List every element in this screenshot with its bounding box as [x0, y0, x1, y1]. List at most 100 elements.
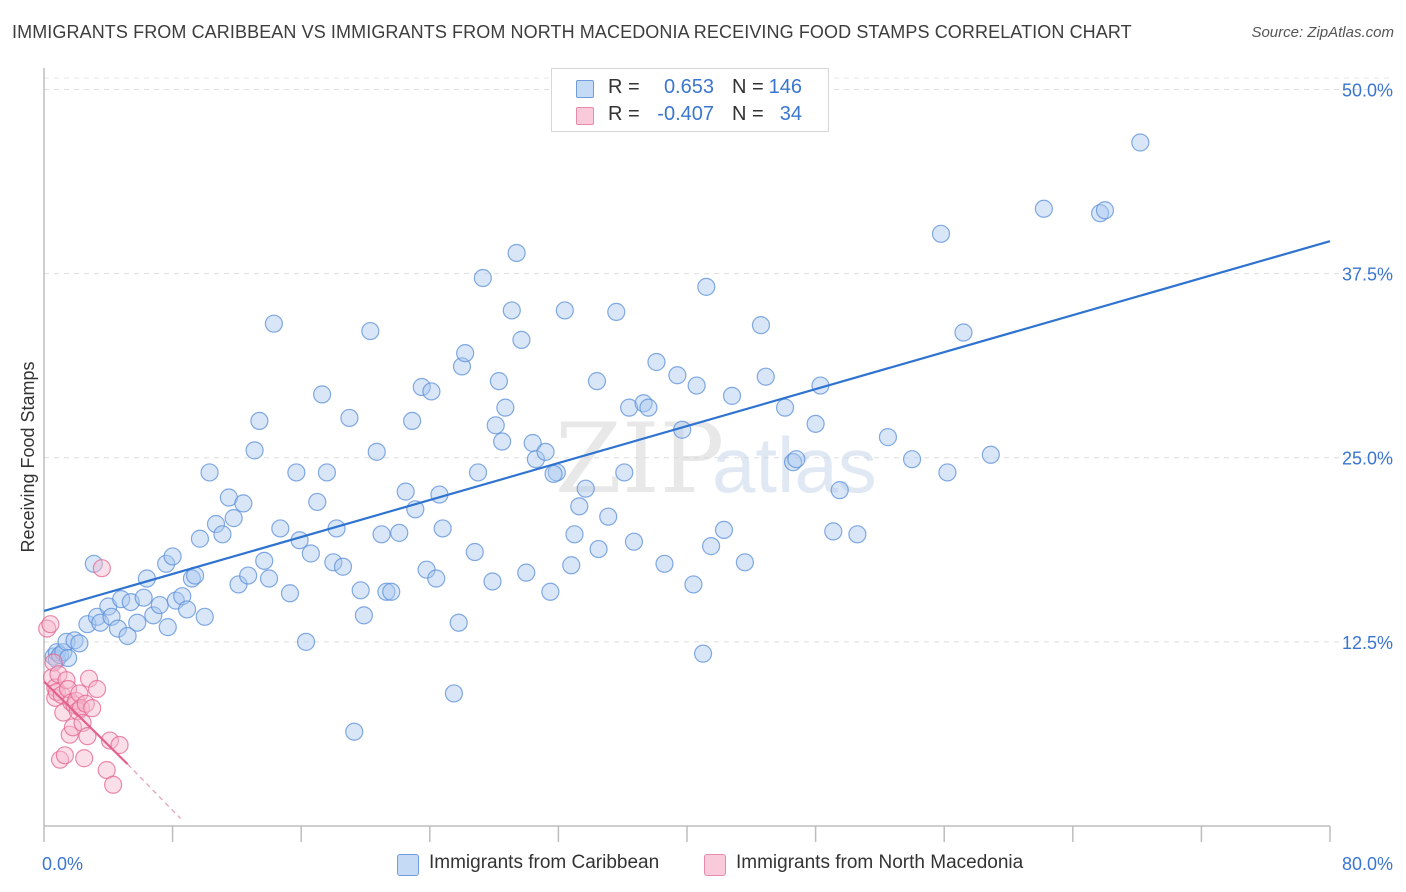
caribbean-point: [517, 563, 536, 582]
legend-row-north-macedonia: R = -0.407 N = 34: [552, 100, 828, 128]
caribbean-point: [134, 588, 153, 607]
caribbean-point: [607, 302, 626, 321]
r-label: R =: [608, 103, 640, 125]
caribbean-point: [308, 492, 327, 512]
caribbean-point: [296, 632, 316, 651]
gridlines: [44, 77, 1392, 643]
caribbean-point: [938, 463, 957, 482]
caribbean-point: [714, 520, 734, 540]
legend-swatch-caribbean: [397, 854, 419, 876]
caribbean-point: [108, 619, 128, 638]
caribbean-point: [576, 479, 595, 498]
caribbean-point: [340, 408, 359, 428]
caribbean-point: [367, 442, 386, 461]
y-tick-label: 50.0%: [1342, 80, 1393, 100]
caribbean-point: [301, 544, 320, 563]
correlation-legend: R = 0.653 N = 146 R = -0.407 N = 34: [551, 68, 829, 132]
y-tick-label: 37.5%: [1342, 265, 1393, 285]
caribbean-point: [878, 428, 898, 447]
caribbean-point: [144, 606, 163, 625]
y-tick-label: 25.0%: [1342, 449, 1393, 469]
watermark: ZIP atlas: [555, 403, 877, 515]
caribbean-point: [526, 450, 545, 469]
north-macedonia-point: [87, 679, 107, 699]
caribbean-point: [390, 523, 409, 542]
caribbean-point: [684, 575, 703, 594]
caribbean-point: [954, 323, 973, 342]
caribbean-point: [382, 582, 401, 601]
caribbean-point: [91, 613, 110, 632]
legend-swatch-pink: [576, 107, 594, 125]
caribbean-point: [287, 463, 306, 482]
caribbean-point: [687, 376, 706, 395]
north-macedonia-point: [44, 653, 63, 672]
caribbean-point: [693, 644, 713, 663]
caribbean-point: [735, 553, 754, 572]
caribbean-point: [1091, 204, 1110, 223]
caribbean-point: [756, 367, 775, 386]
caribbean-point: [496, 398, 515, 417]
x-tick-label: 0.0%: [42, 854, 83, 874]
caribbean-point: [456, 344, 475, 363]
caribbean-point: [396, 482, 415, 501]
legend-swatch-blue: [576, 80, 594, 98]
caribbean-point: [702, 537, 721, 556]
caribbean-point: [473, 268, 492, 288]
north-macedonia-trend-extension: [127, 763, 182, 820]
caribbean-point: [345, 722, 364, 741]
caribbean-point: [1095, 201, 1115, 220]
caribbean-point: [587, 372, 607, 391]
caribbean-point: [158, 618, 177, 637]
n-value: 146: [768, 76, 802, 98]
caribbean-point: [751, 316, 771, 335]
caribbean-point: [1131, 133, 1150, 152]
caribbean-point: [372, 525, 391, 544]
caribbean-point: [182, 569, 201, 588]
caribbean-point: [118, 626, 137, 646]
n-label: N =: [732, 103, 764, 125]
caribbean-point: [624, 532, 644, 551]
caribbean-point: [493, 432, 512, 451]
caribbean-point: [830, 481, 849, 500]
caribbean-point: [722, 386, 742, 405]
r-label: R =: [608, 76, 640, 98]
legend-swatch-north-macedonia: [704, 854, 726, 876]
caribbean-point: [271, 519, 290, 538]
caribbean-point: [541, 582, 560, 601]
caribbean-point: [206, 514, 226, 534]
caribbean-point: [422, 382, 441, 401]
north-macedonia-point: [83, 699, 102, 718]
caribbean-point: [697, 277, 716, 296]
caribbean-point: [489, 372, 509, 391]
caribbean-point: [259, 569, 279, 588]
north-macedonia-point: [70, 684, 89, 703]
legend-row-caribbean: R = 0.653 N = 146: [552, 73, 828, 101]
caribbean-point: [668, 366, 687, 385]
caribbean-point: [59, 648, 78, 668]
legend-label-north-macedonia: Immigrants from North Macedonia: [736, 852, 1024, 873]
north-macedonia-point: [92, 559, 111, 578]
north-macedonia-point: [78, 727, 97, 746]
caribbean-point: [177, 600, 197, 619]
caribbean-point: [562, 556, 581, 575]
north-macedonia-point: [110, 735, 129, 755]
caribbean-point: [102, 607, 121, 626]
caribbean-point: [981, 445, 1000, 464]
tick-labels: 12.5% 25.0% 37.5% 50.0% 0.0% 80.0%: [42, 80, 1393, 874]
data-points: [38, 133, 1150, 794]
r-value: -0.407: [657, 103, 714, 125]
caribbean-point: [565, 525, 584, 544]
x-tick-label: 80.0%: [1342, 854, 1393, 874]
caribbean-point: [512, 330, 531, 349]
caribbean-point: [468, 463, 488, 482]
caribbean-point: [280, 584, 300, 603]
caribbean-point: [200, 463, 219, 482]
caribbean-point: [128, 613, 147, 632]
caribbean-point: [931, 224, 951, 243]
caribbean-point: [465, 542, 484, 562]
caribbean-point: [555, 301, 574, 320]
caribbean-point: [163, 547, 182, 566]
north-macedonia-trend-line: [43, 680, 129, 765]
north-macedonia-point: [47, 682, 66, 702]
